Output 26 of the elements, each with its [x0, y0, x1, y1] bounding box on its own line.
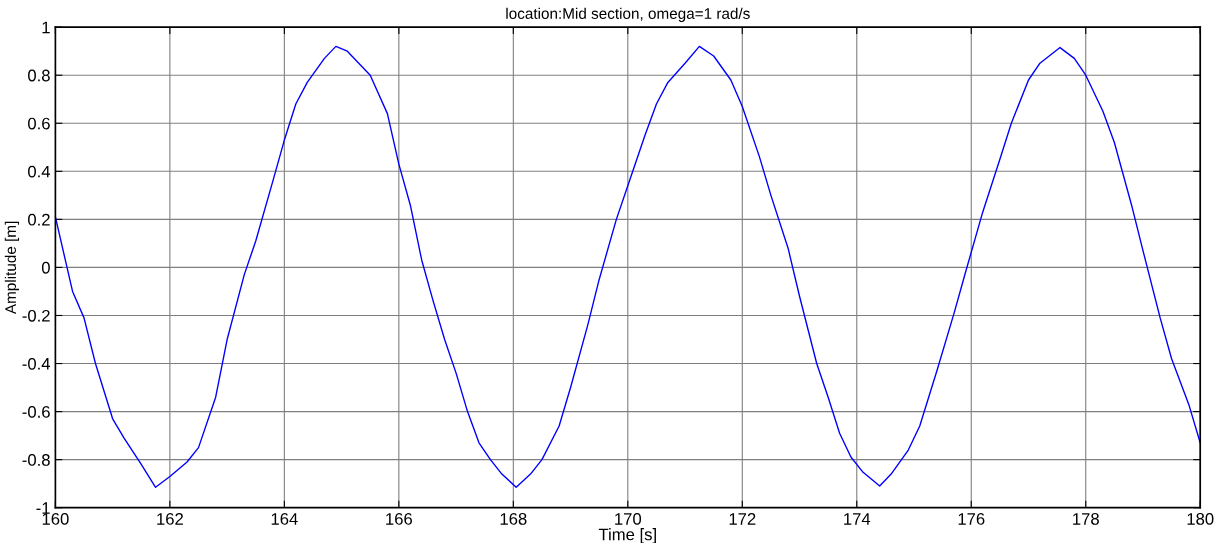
- x-tick-label: 172: [729, 513, 756, 525]
- y-axis-title: Amplitude [m]: [4, 221, 20, 315]
- x-tick-label: 174: [844, 513, 871, 525]
- x-tick-label: 176: [958, 513, 985, 525]
- y-tick-label: 0: [41, 261, 50, 274]
- y-tick-label: -0.2: [22, 309, 50, 322]
- y-tick-label: -0.8: [22, 454, 50, 466]
- x-tick-label: 162: [157, 513, 183, 525]
- y-tick-label: 1: [42, 21, 50, 34]
- x-axis-title: Time [s]: [598, 528, 656, 543]
- chart-title: location:Mid section, omega=1 rad/s: [506, 7, 750, 22]
- y-tick-label: -0.4: [22, 357, 51, 370]
- x-tick-label: 168: [500, 513, 527, 525]
- x-tick-label: 178: [1073, 513, 1099, 525]
- x-tick-label: 166: [386, 513, 413, 525]
- x-tick-label: 180: [1187, 513, 1214, 525]
- y-tick-label: -1: [36, 502, 50, 514]
- y-tick-label: 0.4: [28, 165, 51, 178]
- line-series: [55, 45, 1201, 488]
- x-tick-label: 164: [271, 513, 298, 525]
- y-tick-label: -0.6: [22, 406, 50, 418]
- y-tick-label: 0.6: [28, 117, 50, 130]
- x-tick-label: 170: [615, 513, 642, 525]
- y-tick-label: 0.8: [28, 69, 50, 82]
- y-tick-label: 0.2: [28, 213, 50, 226]
- x-tick-label: 160: [42, 513, 69, 525]
